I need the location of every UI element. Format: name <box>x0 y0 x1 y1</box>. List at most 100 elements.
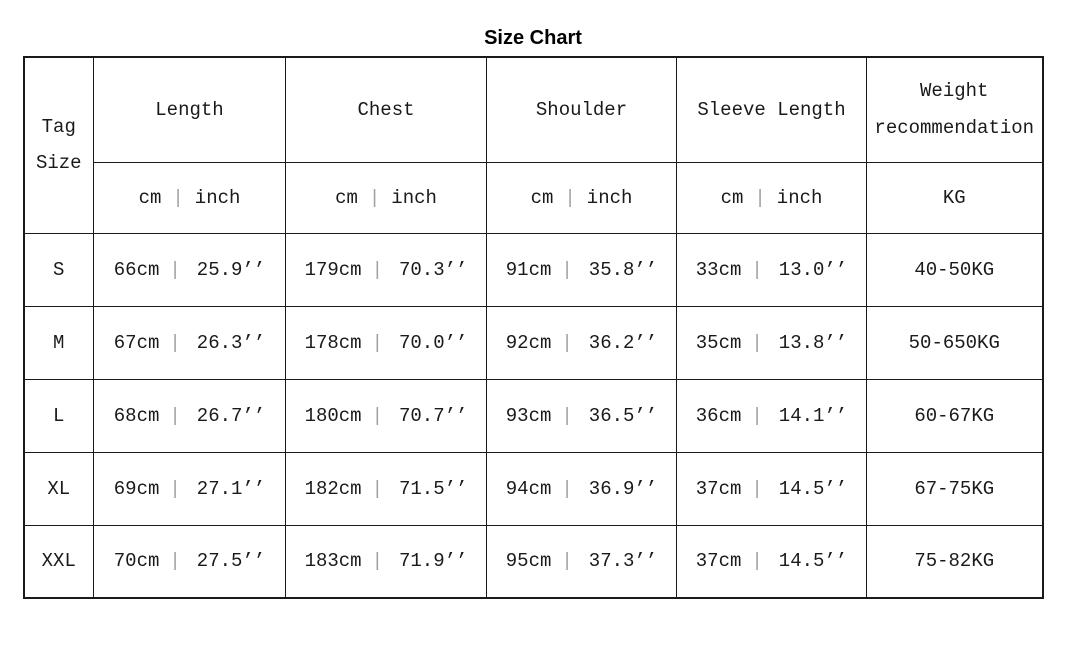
value-separator: | <box>169 331 181 354</box>
unit-cm-label: cm <box>530 186 554 209</box>
unit-cm-label: cm <box>138 186 162 209</box>
value-separator: | <box>751 331 763 354</box>
sleeve-cell: 37cm | 14.5’’ <box>676 451 867 526</box>
length-cell: 67cm | 26.3’’ <box>93 305 286 380</box>
inch-value: 14.5’’ <box>778 550 848 573</box>
page-title: Size Chart <box>484 27 582 49</box>
chest-cell: 180cm | 70.7’’ <box>285 378 487 453</box>
chest-cell: 182cm | 71.5’’ <box>285 451 487 526</box>
unit-inch-label: inch <box>391 186 437 209</box>
size-chart-page: Size Chart Tag Size Length Chest Shoulde… <box>0 28 1066 599</box>
table-row-size-xxl: XXL 70cm | 27.5’’ 183cm | 71.9’’ 95cm | 37.3’’… <box>23 524 1043 599</box>
table-row-size-l: L 68cm | 26.7’’ 180cm | 70.7’’ 93cm | 36.5’’ 3… <box>23 378 1043 453</box>
sleeve-cell: 36cm | 14.1’’ <box>676 378 867 453</box>
inch-value: 36.9’’ <box>588 477 658 500</box>
size-label-cell: M <box>23 305 94 380</box>
cm-value: 95cm <box>505 550 552 573</box>
table-row-size-m: M 67cm | 26.3’’ 178cm | 70.0’’ 92cm | 36.2’’ 3… <box>23 305 1043 380</box>
cm-value: 33cm <box>695 258 742 281</box>
cm-value: 93cm <box>505 404 552 427</box>
inch-value: 14.5’’ <box>778 477 848 500</box>
unit-inch-label: inch <box>194 186 241 209</box>
table-header: Tag Size Length Chest Shoulder Sleeve Le… <box>23 56 1043 234</box>
inch-value: 14.1’’ <box>778 404 848 427</box>
value-separator: | <box>169 258 181 281</box>
value-separator: | <box>561 404 573 427</box>
shoulder-cell: 93cm | 36.5’’ <box>486 378 677 453</box>
size-label-cell: S <box>23 232 94 307</box>
header-group-row: Tag Size Length Chest Shoulder Sleeve Le… <box>23 56 1043 234</box>
header-chest: Chest <box>285 56 487 163</box>
weight-cell: 67-75KG <box>866 451 1043 526</box>
sleeve-cell: 37cm | 14.5’’ <box>676 524 867 599</box>
inch-value: 37.3’’ <box>588 550 658 573</box>
value-separator: | <box>371 477 383 500</box>
inch-value: 71.9’’ <box>399 550 468 573</box>
table-row-size-s: S 66cm | 25.9’’ 179cm | 70.3’’ 91cm | 35.8’’ 3… <box>23 232 1043 307</box>
shoulder-cell: 91cm | 35.8’’ <box>486 232 677 307</box>
chest-cell: 183cm | 71.9’’ <box>285 524 487 599</box>
value-separator: | <box>371 258 383 281</box>
header-length: Length <box>93 56 286 163</box>
value-separator: | <box>561 258 573 281</box>
value-separator: | <box>371 331 383 354</box>
weight-cell: 75-82KG <box>866 524 1043 599</box>
unit-separator: | <box>172 186 184 209</box>
shoulder-cell: 94cm | 36.9’’ <box>486 451 677 526</box>
shoulder-cell: 95cm | 37.3’’ <box>486 524 677 599</box>
header-tag-size-line2: Size <box>35 152 82 175</box>
weight-units-cell: KG <box>866 161 1043 234</box>
unit-cm-label: cm <box>335 186 358 209</box>
header-sleeve-length: Sleeve Length <box>676 56 867 163</box>
size-label-cell: XXL <box>23 524 94 599</box>
inch-value: 13.8’’ <box>778 331 848 354</box>
header-shoulder: Shoulder <box>486 56 677 163</box>
cm-value: 37cm <box>695 550 742 573</box>
weight-cell: 40-50KG <box>866 232 1043 307</box>
sleeve-units-cell: cm | inch <box>676 161 867 234</box>
cm-value: 35cm <box>695 331 742 354</box>
unit-cm-label: cm <box>720 186 744 209</box>
value-separator: | <box>169 404 181 427</box>
value-separator: | <box>169 550 181 573</box>
cm-value: 178cm <box>304 331 362 354</box>
unit-separator: | <box>368 186 381 209</box>
weight-cell: 50-650KG <box>866 305 1043 380</box>
inch-value: 26.3’’ <box>196 331 266 354</box>
cm-value: 37cm <box>695 477 742 500</box>
inch-value: 13.0’’ <box>778 258 848 281</box>
shoulder-units-cell: cm | inch <box>486 161 677 234</box>
unit-separator: | <box>564 186 576 209</box>
sleeve-cell: 33cm | 13.0’’ <box>676 232 867 307</box>
cm-value: 91cm <box>505 258 552 281</box>
inch-value: 36.5’’ <box>588 404 658 427</box>
unit-separator: | <box>754 186 766 209</box>
inch-value: 26.7’’ <box>196 404 266 427</box>
unit-inch-label: inch <box>586 186 633 209</box>
cm-value: 94cm <box>505 477 552 500</box>
shoulder-cell: 92cm | 36.2’’ <box>486 305 677 380</box>
value-separator: | <box>561 331 573 354</box>
weight-cell: 60-67KG <box>866 378 1043 453</box>
value-separator: | <box>561 477 573 500</box>
sleeve-cell: 35cm | 13.8’’ <box>676 305 867 380</box>
length-cell: 66cm | 25.9’’ <box>93 232 286 307</box>
cm-value: 36cm <box>695 404 742 427</box>
header-tag-size-line1: Tag <box>41 116 76 139</box>
chest-cell: 178cm | 70.0’’ <box>285 305 487 380</box>
cm-value: 66cm <box>113 258 160 281</box>
value-separator: | <box>751 477 763 500</box>
inch-value: 35.8’’ <box>588 258 658 281</box>
value-separator: | <box>371 404 383 427</box>
cm-value: 67cm <box>113 331 160 354</box>
value-separator: | <box>751 404 763 427</box>
size-label-cell: L <box>23 378 94 453</box>
length-cell: 69cm | 27.1’’ <box>93 451 286 526</box>
value-separator: | <box>751 550 763 573</box>
inch-value: 27.1’’ <box>196 477 266 500</box>
cm-value: 70cm <box>113 550 160 573</box>
chest-units-cell: cm | inch <box>285 161 487 234</box>
value-separator: | <box>169 477 181 500</box>
header-tag-size: Tag Size <box>23 56 94 234</box>
value-separator: | <box>371 550 383 573</box>
